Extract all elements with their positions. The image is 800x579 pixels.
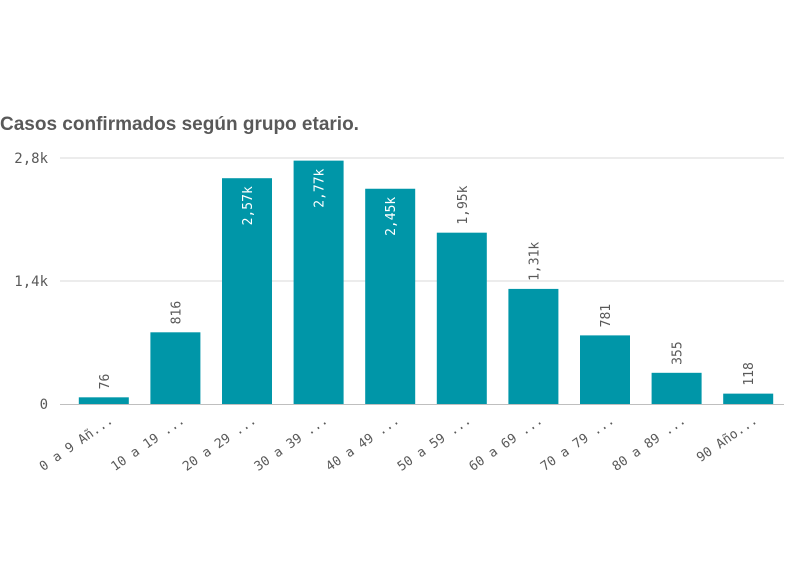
y-tick-label: 0: [40, 397, 48, 413]
x-tick-label: 50 a 59 ...: [395, 413, 474, 475]
bar: [222, 178, 272, 404]
bar: [365, 188, 416, 404]
chart-title: Casos confirmados según grupo etario.: [0, 114, 359, 135]
bar-data-label: 1,31k: [527, 242, 542, 281]
bar-data-label: 1,95k: [456, 185, 471, 224]
bar-data-label: 2,77k: [313, 168, 328, 207]
bar: [723, 393, 774, 404]
x-tick-label: 90 Año...: [694, 413, 760, 466]
x-tick-label: 70 a 79 ...: [538, 413, 617, 475]
x-tick-label: 0 a 9 Añ...: [37, 413, 116, 475]
x-tick-label: 10 a 19 ...: [109, 413, 188, 475]
y-tick-label: 2,8k: [14, 151, 48, 167]
x-tick-label: 20 a 29 ...: [180, 413, 259, 475]
bar-data-label: 816: [169, 301, 184, 324]
bar: [78, 397, 129, 404]
bar-data-label: 118: [742, 362, 757, 385]
bar-data-label: 355: [671, 341, 686, 364]
bar: [150, 332, 201, 404]
bar-data-label: 76: [98, 374, 113, 390]
bar: [508, 288, 559, 404]
x-tick-label: 40 a 49 ...: [323, 413, 402, 475]
x-tick-label: 80 a 89 ...: [610, 413, 689, 475]
y-tick-label: 1,4k: [14, 274, 48, 290]
x-tick-label: 30 a 39 ...: [252, 413, 331, 475]
bar-data-label: 781: [599, 304, 614, 327]
bar: [436, 232, 487, 404]
x-tick-label: 60 a 69 ...: [467, 413, 546, 475]
bar: [293, 160, 344, 404]
bar-data-label: 2,57k: [241, 186, 256, 225]
bar: [651, 372, 702, 404]
bar: [580, 335, 630, 404]
bar-data-label: 2,45k: [384, 197, 399, 236]
